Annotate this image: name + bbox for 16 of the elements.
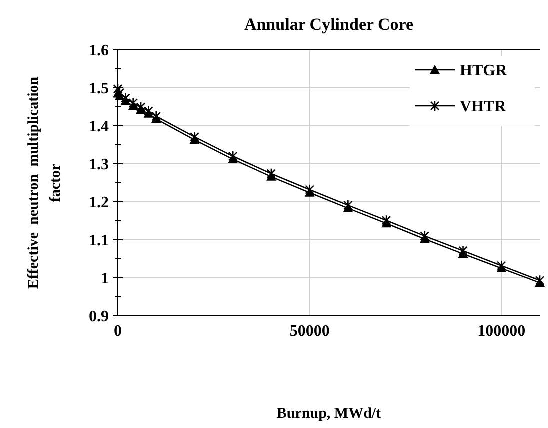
y-tick-label: 1.3 (89, 156, 109, 174)
y-tick-label: 1 (101, 270, 109, 288)
y-tick-label: 1.5 (89, 80, 109, 98)
y-tick-label: 1.6 (89, 42, 109, 60)
y-tick-label: 0.9 (89, 308, 109, 326)
y-tick-label: 1.4 (89, 118, 109, 136)
y-axis-title: Effective neutron multiplication factor (26, 76, 64, 290)
legend-label: HTGR (460, 62, 508, 80)
chart-title: Annular Cylinder Core (244, 15, 414, 34)
x-axis-title: Burnup, MWd/t (276, 406, 382, 422)
y-tick-label: 1.1 (89, 232, 109, 250)
x-tick-label: 0 (114, 323, 122, 340)
x-tick-label: 100000 (478, 323, 526, 340)
y-tick-label: 1.2 (89, 194, 109, 212)
x-tick-label: 50000 (290, 323, 330, 340)
legend-label: VHTR (460, 98, 507, 116)
